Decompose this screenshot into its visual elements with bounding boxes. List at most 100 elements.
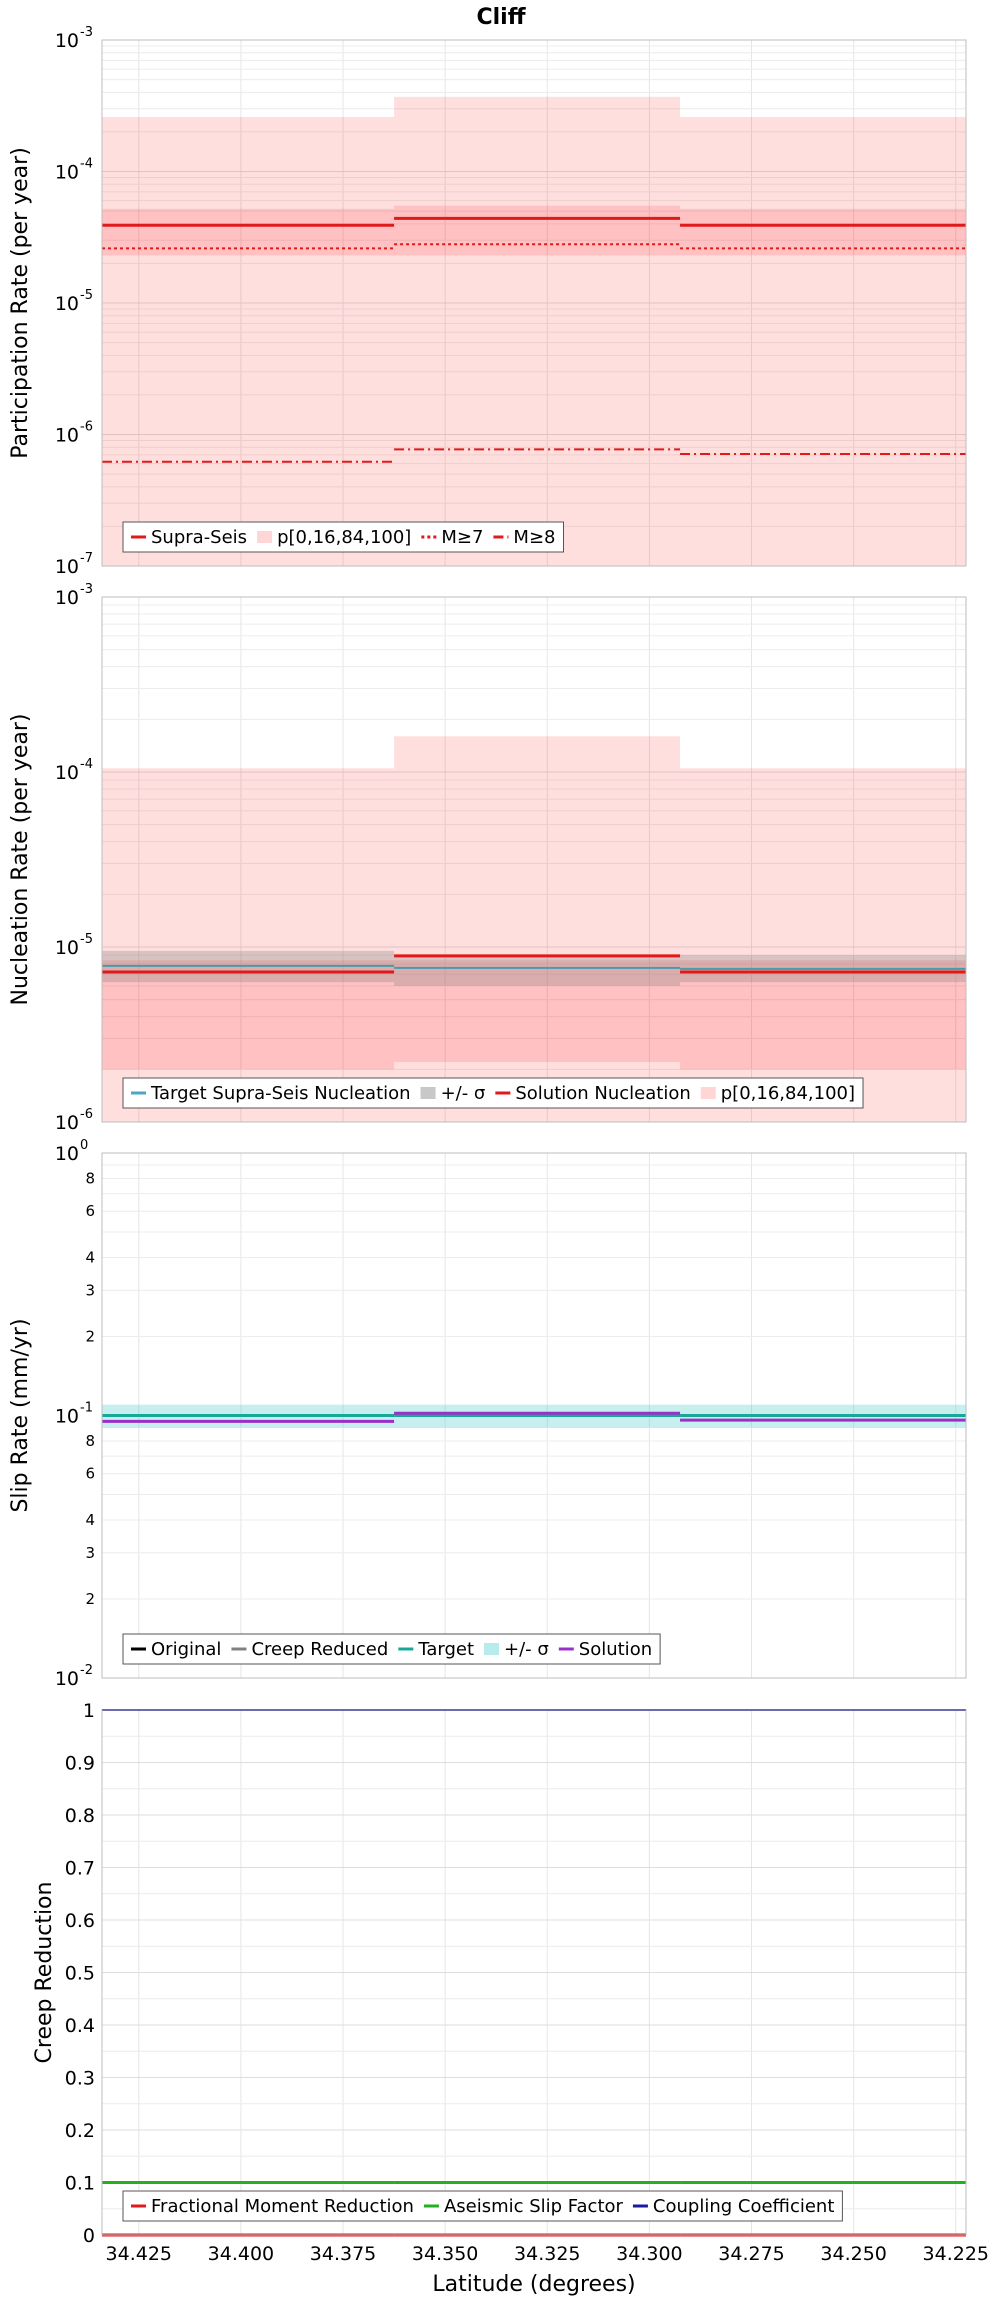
plot-frame [101,1152,967,1679]
y-tick-label: 0 [83,2225,95,2247]
y-minor-tick-label: 4 [85,1248,95,1266]
legend-label: M≥8 [513,527,555,548]
y-tick-label: 0.3 [65,2068,95,2090]
legend-item: Original [131,1639,221,1660]
legend-item: p[0,16,84,100] [700,1083,855,1104]
x-tick-label: 34.300 [616,2243,682,2265]
legend-item: Target [398,1639,474,1660]
legend-label: Original [151,1639,221,1660]
y-tick-exponent: 0 [80,1138,88,1153]
y-tick-exponent: -3 [80,25,93,40]
legend-item: M≥7 [421,527,483,548]
legend-label: p[0,16,84,100] [277,527,411,548]
y-tick-label: 0.9 [65,1753,95,1775]
legend-box [122,521,564,553]
legend-box [122,1077,864,1109]
legend-swatch-patch [257,531,273,543]
x-tick-label: 34.375 [310,2243,376,2265]
y-tick-exponent: -7 [80,551,93,566]
y-tick-exponent: -1 [80,1401,93,1416]
legend-item: Solution Nucleation [495,1083,691,1104]
band-segment [394,960,681,1063]
y-tick-label: 0.1 [65,2173,95,2195]
legend-item: M≥8 [493,527,556,548]
legend-label: Supra-Seis [151,527,247,548]
y-tick-label: 0.6 [65,1910,95,1932]
legend-item: Coupling Coefficient [632,2196,834,2217]
legend: Supra-Seis p[0,16,84,100] M≥7 M≥8 [122,521,564,553]
legend-swatch-patch [420,1087,436,1099]
gridlines [102,597,966,1123]
y-tick-label: 10 [55,762,79,784]
x-axis-label: Latitude (degrees) [432,2272,635,2297]
legend-label: p[0,16,84,100] [721,1083,855,1104]
gridlines [102,40,966,567]
y-tick-label: 10 [55,425,79,447]
y-tick-exponent: -4 [80,157,93,172]
band-segment [394,955,681,986]
x-axis-ticks: 34.425 34.400 34.375 34.350 34.325 34.300 34.2… [106,2243,990,2265]
legend-label: Solution [579,1639,652,1660]
legend-item: p[0,16,84,100] [257,527,411,548]
legend-label: M≥7 [441,527,483,548]
y-tick-label: 0.8 [65,1805,95,1827]
legend-item: Solution [558,1639,652,1660]
chart-title: Cliff [476,5,526,30]
panel-creep: 1 0.9 0.8 0.7 0.6 0.5 0.4 0.3 0.2 0.1 0 Creep Reduc… [32,1700,967,2247]
x-tick-label: 34.350 [412,2243,478,2265]
y-minor-tick-label: 8 [85,1432,95,1450]
legend-item: Supra-Seis [131,527,247,548]
band-segment [394,736,681,1122]
y-tick-label: 0.4 [65,2015,95,2037]
band-segment [102,768,395,1122]
gridlines [102,1709,966,2236]
y-tick-label: 10 [55,1668,79,1690]
x-tick-label: 34.325 [514,2243,580,2265]
y-minor-tick-label: 6 [85,1465,95,1483]
y-tick-label: 10 [55,1406,79,1428]
band-segment [680,208,966,256]
band-segment [394,96,681,567]
legend-item: +/- σ [484,1639,549,1660]
x-tick-label: 34.400 [208,2243,274,2265]
legend-swatch-patch [700,1087,716,1099]
y-tick-exponent: -2 [80,1663,93,1678]
x-tick-label: 34.425 [106,2243,172,2265]
y-tick-label: 10 [55,556,79,578]
band-segment [102,116,395,567]
y-tick-exponent: -3 [80,582,93,597]
legend-item: Aseismic Slip Factor [423,2196,624,2217]
x-tick-label: 34.275 [718,2243,784,2265]
legend-box [122,2190,843,2222]
legend-label: Aseismic Slip Factor [444,2196,624,2217]
y-minor-tick-label: 8 [85,1169,95,1187]
y-tick-exponent: -4 [80,757,93,772]
plot-frame [101,39,967,567]
y-minor-tick-label: 2 [85,1327,95,1345]
y-tick-label: 10 [55,162,79,184]
y-tick-exponent: -6 [80,420,93,435]
y-minor-tick-label: 3 [85,1544,95,1562]
legend-label: Fractional Moment Reduction [151,2196,414,2217]
y-minor-tick-label: 4 [85,1511,95,1529]
legend-item: Target Supra-Seis Nucleation [131,1083,411,1104]
legend: Target Supra-Seis Nucleation +/- σ Solutio… [122,1077,864,1109]
legend-item: +/- σ [420,1083,485,1104]
legend-item: Fractional Moment Reduction [131,2196,414,2217]
band-segment [680,960,966,1070]
band-segment [680,116,966,567]
x-tick-label: 34.250 [820,2243,886,2265]
y-tick-label: 0.5 [65,1963,95,1985]
y-tick-label: 10 [55,937,79,959]
legend-label: Creep Reduced [251,1639,388,1660]
y-axis-label: Participation Rate (per year) [8,147,33,459]
legend: Original Creep Reduced Target +/- σ Solution [122,1633,661,1665]
y-minor-tick-label: 3 [85,1281,95,1299]
legend-label: +/- σ [504,1639,549,1660]
y-minor-tick-label: 6 [85,1202,95,1220]
y-axis-label: Creep Reduction [32,1882,57,2064]
